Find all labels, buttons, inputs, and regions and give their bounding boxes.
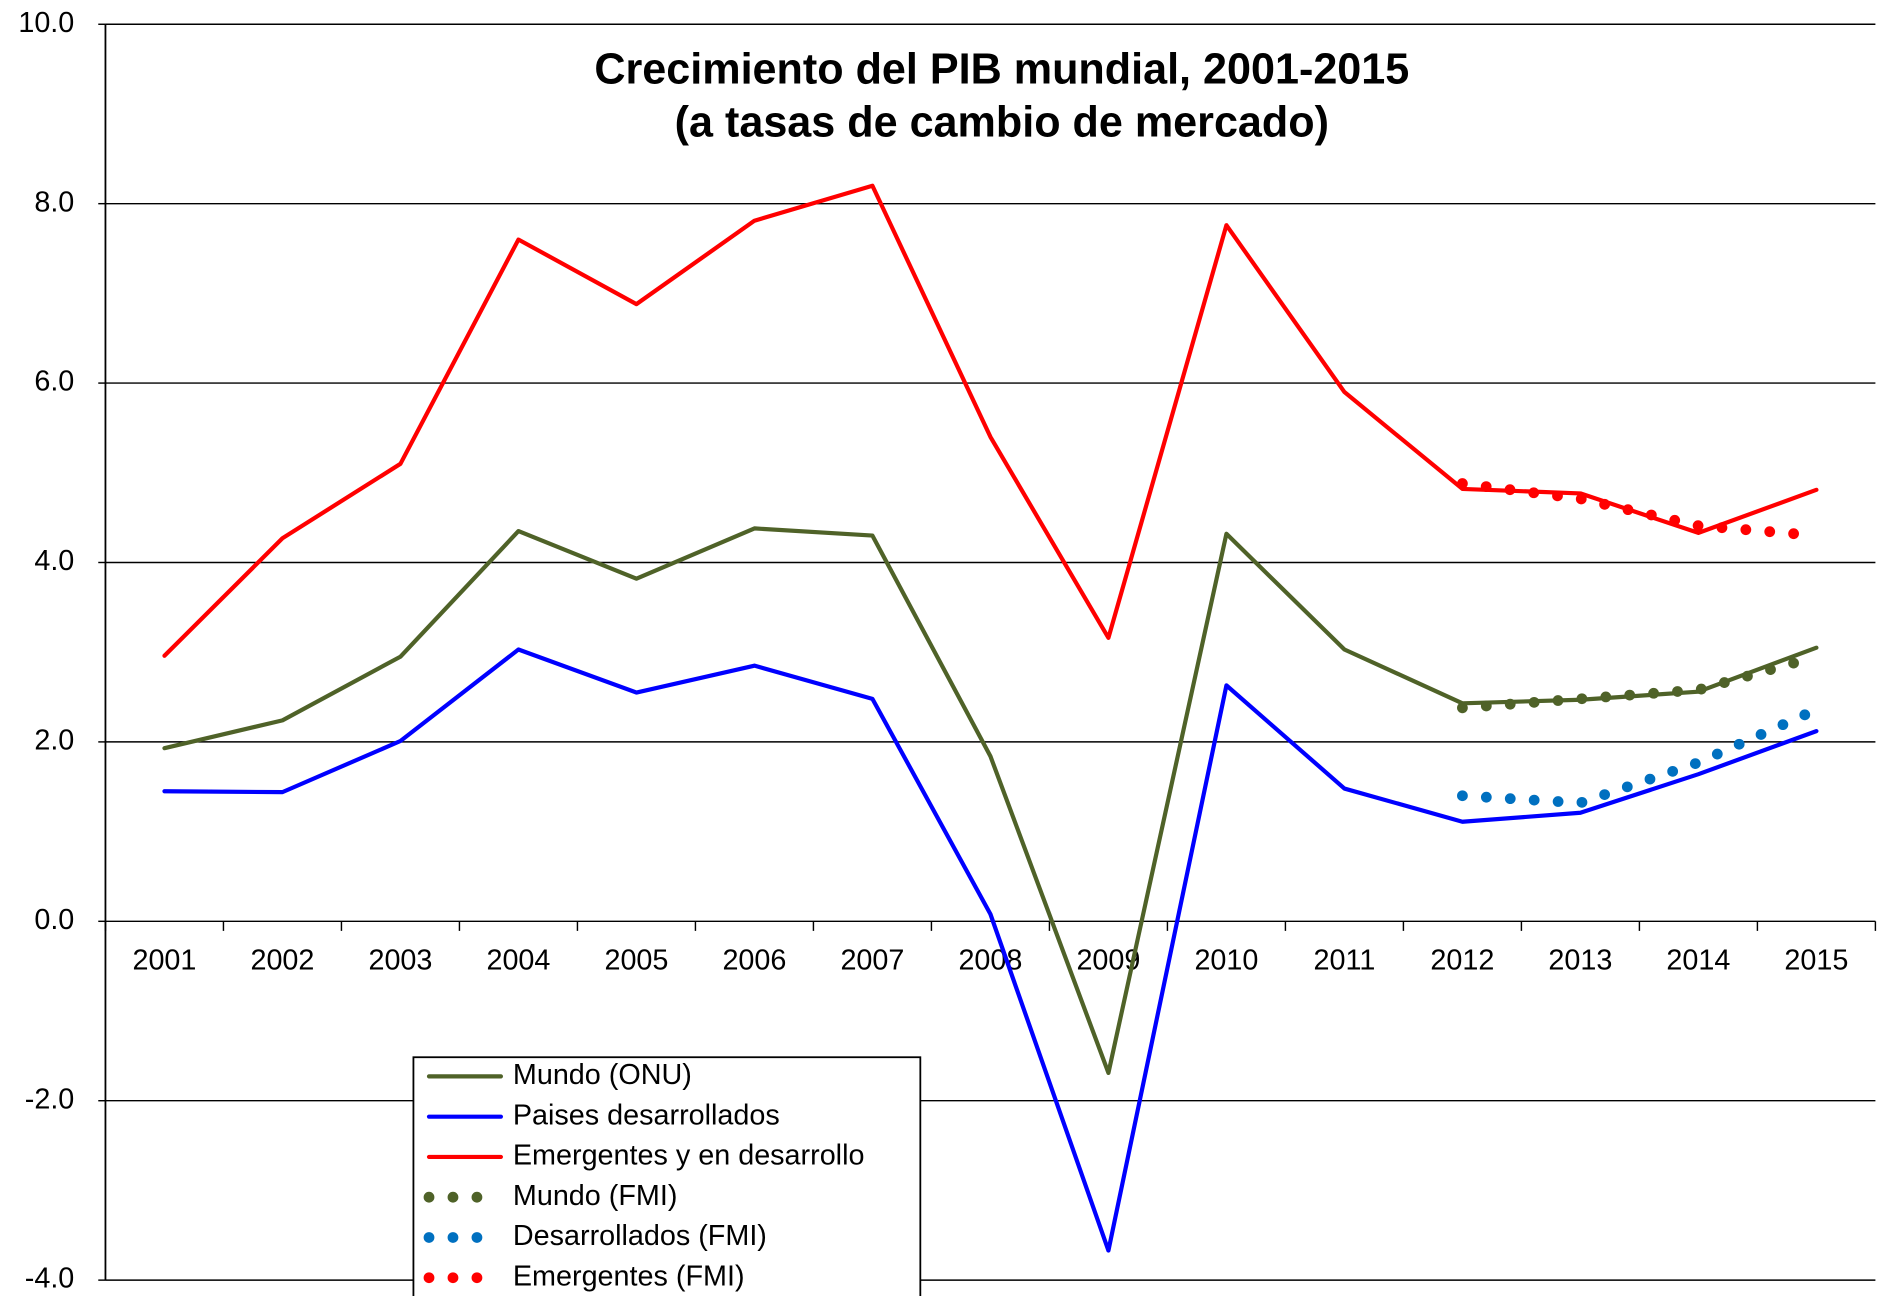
x-tick-label: 2004 <box>486 945 550 977</box>
y-tick-label: 0.0 <box>34 904 74 936</box>
y-tick-label: -2.0 <box>25 1083 75 1115</box>
x-tick-label: 2013 <box>1548 945 1612 977</box>
chart-subtitle: (a tasas de cambio de mercado) <box>675 98 1329 146</box>
dotted-line <box>1457 704 1822 809</box>
legend-label: Emergentes y en desarrollo <box>513 1140 865 1172</box>
x-tick-label: 2001 <box>132 945 196 977</box>
x-tick-label: 2011 <box>1314 945 1376 977</box>
x-tick-label: 2006 <box>722 945 786 977</box>
x-tick-label: 2005 <box>604 945 668 977</box>
legend-label: Emergentes (FMI) <box>513 1260 745 1292</box>
x-tick-label: 2014 <box>1666 945 1730 977</box>
x-tick-label: 2007 <box>840 945 904 977</box>
y-tick-label: 6.0 <box>34 366 74 398</box>
legend-label: Paises desarrollados <box>513 1099 780 1131</box>
x-tick-label: 2002 <box>250 945 314 977</box>
x-tick-label: 2003 <box>368 945 432 977</box>
line <box>162 647 1819 1253</box>
x-tick-label: 2015 <box>1784 945 1848 977</box>
legend-label: Desarrollados (FMI) <box>513 1220 767 1252</box>
legend-box <box>412 1056 922 1296</box>
y-tick-label: 2.0 <box>34 724 74 756</box>
y-tick-label: 8.0 <box>34 186 74 218</box>
legend-label: Mundo (FMI) <box>513 1180 678 1212</box>
y-tick-label: -4.0 <box>25 1263 75 1295</box>
x-tick-label: 2010 <box>1194 945 1258 977</box>
legend-label: Mundo (ONU) <box>513 1059 692 1091</box>
x-tick-label: 2012 <box>1430 945 1494 977</box>
y-tick-label: 4.0 <box>34 545 74 577</box>
chart-title: Crecimiento del PIB mundial, 2001-2015 <box>594 46 1409 94</box>
line <box>162 526 1819 1076</box>
y-tick-label: 10.0 <box>18 7 74 39</box>
line <box>162 183 1819 658</box>
